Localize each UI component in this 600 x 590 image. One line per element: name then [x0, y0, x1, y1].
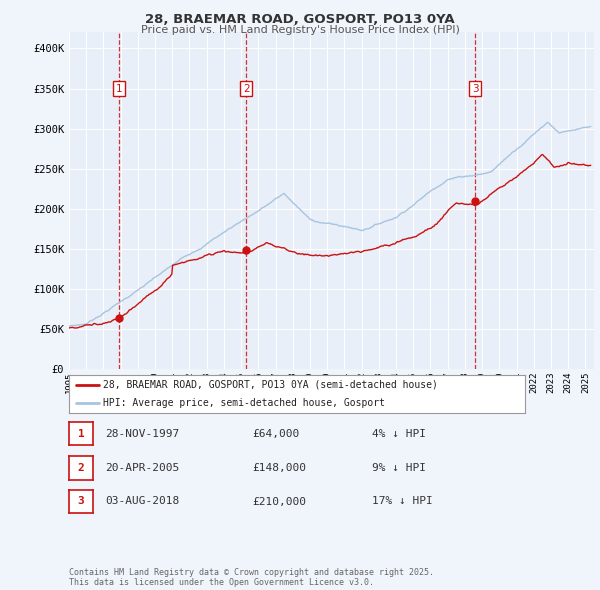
Text: 17% ↓ HPI: 17% ↓ HPI [372, 497, 433, 506]
Text: 28, BRAEMAR ROAD, GOSPORT, PO13 0YA (semi-detached house): 28, BRAEMAR ROAD, GOSPORT, PO13 0YA (sem… [103, 379, 438, 389]
Text: 20-APR-2005: 20-APR-2005 [105, 463, 179, 473]
Text: 03-AUG-2018: 03-AUG-2018 [105, 497, 179, 506]
Text: HPI: Average price, semi-detached house, Gosport: HPI: Average price, semi-detached house,… [103, 398, 385, 408]
Text: Price paid vs. HM Land Registry's House Price Index (HPI): Price paid vs. HM Land Registry's House … [140, 25, 460, 35]
Text: 1: 1 [77, 429, 85, 438]
Text: 3: 3 [77, 497, 85, 506]
Text: 2: 2 [243, 84, 250, 93]
Text: £148,000: £148,000 [252, 463, 306, 473]
Text: 2: 2 [77, 463, 85, 473]
Text: £64,000: £64,000 [252, 429, 299, 438]
Text: £210,000: £210,000 [252, 497, 306, 506]
Text: Contains HM Land Registry data © Crown copyright and database right 2025.
This d: Contains HM Land Registry data © Crown c… [69, 568, 434, 587]
Text: 9% ↓ HPI: 9% ↓ HPI [372, 463, 426, 473]
Text: 4% ↓ HPI: 4% ↓ HPI [372, 429, 426, 438]
Text: 3: 3 [472, 84, 478, 93]
Text: 28, BRAEMAR ROAD, GOSPORT, PO13 0YA: 28, BRAEMAR ROAD, GOSPORT, PO13 0YA [145, 13, 455, 26]
Text: 28-NOV-1997: 28-NOV-1997 [105, 429, 179, 438]
Text: 1: 1 [116, 84, 122, 93]
